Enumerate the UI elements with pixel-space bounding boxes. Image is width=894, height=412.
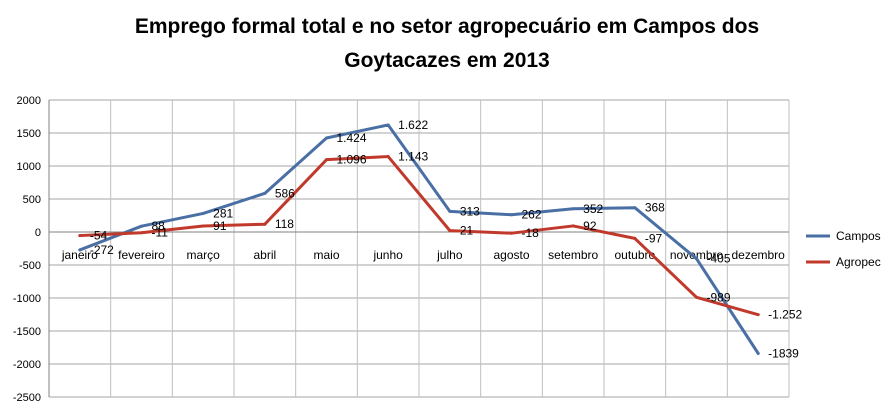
y-tick-label: -1000 bbox=[13, 293, 41, 305]
data-point-agropec bbox=[201, 224, 205, 228]
data-label-campos: 1.622 bbox=[398, 118, 428, 132]
chart-title: Emprego formal total e no setor agropecu… bbox=[0, 10, 894, 78]
data-point-campos bbox=[633, 206, 637, 210]
data-point-campos bbox=[263, 191, 267, 195]
data-point-agropec bbox=[263, 222, 267, 226]
data-label-campos: 1.424 bbox=[337, 131, 367, 145]
y-tick-label: -500 bbox=[19, 260, 41, 272]
data-point-agropec bbox=[633, 236, 637, 240]
data-point-agropec bbox=[140, 231, 143, 235]
data-point-campos bbox=[325, 136, 328, 140]
data-label-agropec: -18 bbox=[522, 226, 540, 240]
series-line-campos bbox=[78, 123, 760, 355]
data-label-agropec: 1.143 bbox=[398, 150, 428, 164]
data-label-agropec: -97 bbox=[645, 231, 663, 245]
data-label-agropec: 118 bbox=[275, 217, 294, 231]
data-point-agropec bbox=[386, 155, 390, 159]
data-label-campos: -1839 bbox=[768, 346, 799, 360]
data-point-campos bbox=[510, 213, 513, 217]
x-category-label: fevereiro bbox=[118, 248, 165, 262]
data-label-agropec: -11 bbox=[152, 226, 169, 240]
data-point-agropec bbox=[325, 158, 328, 162]
x-category-label: outubro bbox=[614, 248, 655, 262]
x-category-label: abril bbox=[253, 248, 276, 262]
y-tick-label: 0 bbox=[35, 227, 41, 239]
data-label-campos: 313 bbox=[460, 204, 480, 218]
y-tick-label: 1000 bbox=[17, 161, 41, 173]
data-label-agropec: -989 bbox=[707, 290, 731, 304]
chart-title-line-2: Goytacazes em 2013 bbox=[344, 49, 550, 72]
y-tick-label: -1500 bbox=[13, 326, 41, 338]
y-tick-label: 500 bbox=[23, 194, 41, 206]
data-point-campos bbox=[695, 257, 698, 261]
data-label-campos: 262 bbox=[522, 208, 542, 222]
x-category-label: julho bbox=[436, 248, 463, 262]
data-label-campos: -405 bbox=[707, 252, 731, 266]
x-category-label: setembro bbox=[548, 248, 598, 262]
x-category-label: dezembro bbox=[731, 248, 785, 262]
data-point-campos bbox=[201, 211, 205, 215]
y-tick-label: 2000 bbox=[17, 95, 41, 107]
data-label-campos: 88 bbox=[152, 219, 166, 233]
x-category-label: junho bbox=[372, 248, 403, 262]
y-tick-label: 1500 bbox=[17, 128, 41, 140]
x-category-label: novembro bbox=[670, 248, 724, 262]
data-point-campos bbox=[140, 224, 143, 228]
data-point-campos bbox=[756, 351, 760, 355]
data-label-agropec: 92 bbox=[583, 219, 597, 233]
x-category-label: agosto bbox=[493, 248, 529, 262]
x-category-label: maio bbox=[313, 248, 339, 262]
data-label-agropec: -1.252 bbox=[768, 308, 802, 322]
data-point-agropec bbox=[78, 234, 82, 238]
data-label-agropec: 21 bbox=[460, 224, 474, 238]
data-label-agropec: -54 bbox=[90, 229, 108, 243]
data-label-agropec: 91 bbox=[213, 219, 227, 233]
data-point-agropec bbox=[756, 313, 760, 317]
data-point-campos bbox=[78, 248, 82, 252]
data-point-campos bbox=[386, 123, 390, 127]
data-label-campos: 586 bbox=[275, 186, 295, 200]
data-point-agropec bbox=[510, 231, 513, 235]
data-point-agropec bbox=[695, 295, 698, 299]
series-line-agropec bbox=[78, 155, 760, 317]
x-category-label: janeiro bbox=[61, 248, 98, 262]
data-label-agropec: 1.096 bbox=[337, 153, 367, 167]
data-point-campos bbox=[448, 209, 452, 213]
legend-label-agropec: Agropec bbox=[836, 255, 881, 269]
legend-label-campos: Campos bbox=[836, 229, 881, 243]
y-tick-label: -2000 bbox=[13, 359, 41, 371]
data-label-campos: 352 bbox=[583, 202, 603, 216]
data-label-campos: 368 bbox=[645, 201, 665, 215]
data-point-agropec bbox=[571, 224, 575, 228]
x-category-label: março bbox=[186, 248, 220, 262]
y-tick-label: -2500 bbox=[13, 392, 41, 404]
data-point-agropec bbox=[448, 229, 452, 233]
data-label-campos: 281 bbox=[213, 206, 233, 220]
data-label-campos: -272 bbox=[90, 243, 114, 257]
chart-title-line-1: Emprego formal total e no setor agropecu… bbox=[134, 15, 760, 38]
data-point-campos bbox=[571, 207, 575, 211]
